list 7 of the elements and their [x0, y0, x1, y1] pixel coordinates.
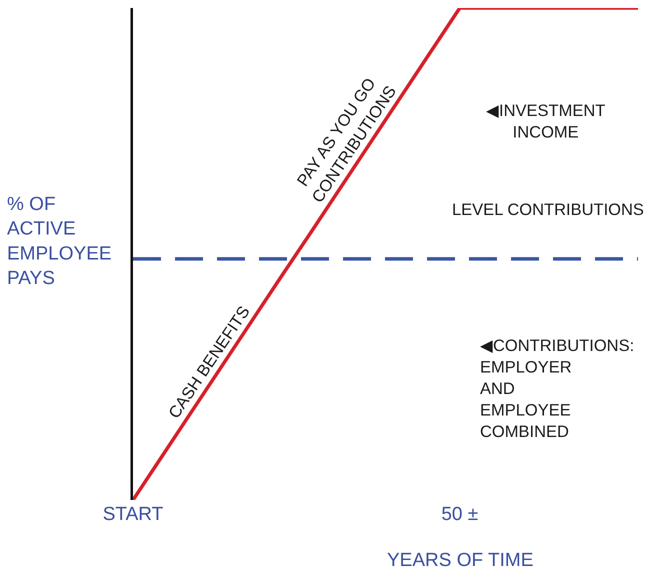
annotation: LEVEL CONTRIBUTIONS — [452, 201, 644, 219]
annotation: ◀CONTRIBUTIONS: EMPLOYER AND EMPLOYEE COMBINED — [480, 337, 634, 441]
x-tick-label: 50 ± — [441, 504, 478, 525]
x-tick-label: START — [102, 504, 164, 525]
annotation: ◀INVESTMENT INCOME — [486, 102, 606, 142]
x-axis-title: YEARS OF TIME — [387, 550, 534, 571]
y-axis-title: % OF ACTIVE EMPLOYEE PAYS — [7, 194, 112, 290]
